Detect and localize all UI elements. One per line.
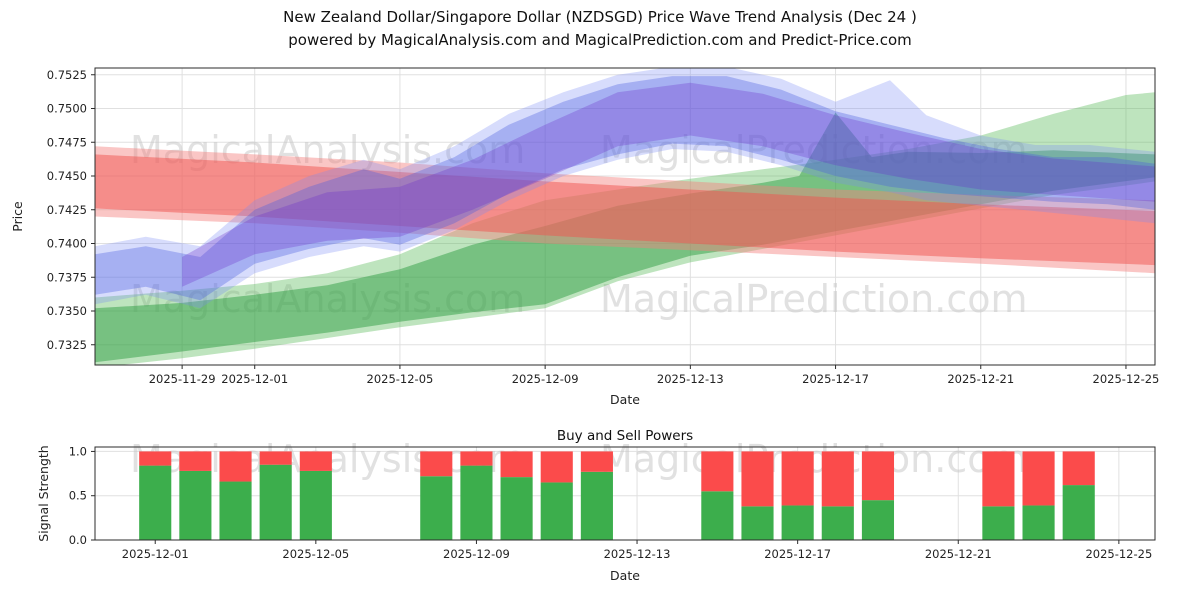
- svg-text:0.7350: 0.7350: [47, 304, 87, 318]
- sell-bar: [701, 451, 734, 492]
- sell-bar: [219, 451, 252, 482]
- sell-bar: [420, 451, 453, 477]
- svg-text:Date: Date: [610, 392, 640, 407]
- svg-text:2025-12-05: 2025-12-05: [367, 372, 434, 386]
- svg-text:0.7475: 0.7475: [47, 135, 87, 149]
- svg-text:0.5: 0.5: [69, 489, 87, 503]
- buy-bar: [139, 465, 172, 540]
- svg-text:2025-12-21: 2025-12-21: [925, 547, 992, 561]
- svg-text:0.7450: 0.7450: [47, 169, 87, 183]
- svg-text:0.7425: 0.7425: [47, 203, 87, 217]
- svg-text:Date: Date: [610, 568, 640, 583]
- svg-text:2025-12-05: 2025-12-05: [282, 547, 349, 561]
- svg-text:0.7400: 0.7400: [47, 237, 87, 251]
- sell-bar: [179, 451, 212, 471]
- svg-text:1.0: 1.0: [69, 444, 87, 458]
- sell-bar: [259, 451, 292, 465]
- sell-bar: [540, 451, 573, 483]
- chart-title: New Zealand Dollar/Singapore Dollar (NZD…: [283, 8, 917, 26]
- svg-text:2025-11-29: 2025-11-29: [149, 372, 216, 386]
- buy-bar: [781, 505, 814, 540]
- svg-text:2025-12-17: 2025-12-17: [802, 372, 869, 386]
- buy-bar: [460, 465, 493, 540]
- sell-bar: [821, 451, 854, 507]
- sell-bar: [460, 451, 493, 466]
- buy-bar: [179, 470, 212, 540]
- svg-text:2025-12-01: 2025-12-01: [221, 372, 288, 386]
- svg-text:0.7375: 0.7375: [47, 270, 87, 284]
- sell-bar: [139, 451, 172, 466]
- sell-bar: [1022, 451, 1055, 506]
- buy-bar: [500, 477, 533, 540]
- svg-text:2025-12-25: 2025-12-25: [1085, 547, 1152, 561]
- svg-text:0.7500: 0.7500: [47, 102, 87, 116]
- sell-bar: [1062, 451, 1095, 486]
- chart-subtitle: powered by MagicalAnalysis.com and Magic…: [288, 31, 912, 49]
- buy-bar: [219, 481, 252, 540]
- buy-bar: [861, 500, 895, 540]
- buy-bar: [741, 506, 774, 540]
- svg-text:Price: Price: [10, 201, 25, 232]
- svg-text:0.7525: 0.7525: [47, 68, 87, 82]
- svg-text:2025-12-01: 2025-12-01: [122, 547, 189, 561]
- buy-bar: [701, 491, 734, 540]
- svg-text:Signal Strength: Signal Strength: [36, 445, 51, 541]
- sell-bar: [580, 451, 613, 472]
- buy-bar: [540, 482, 573, 540]
- svg-text:2025-12-13: 2025-12-13: [657, 372, 724, 386]
- sell-bar: [861, 451, 895, 501]
- sell-bar: [741, 451, 774, 507]
- svg-text:MagicalPrediction.com: MagicalPrediction.com: [600, 277, 1028, 321]
- svg-text:2025-12-21: 2025-12-21: [947, 372, 1014, 386]
- buy-bar: [821, 506, 854, 540]
- buy-bar: [1022, 505, 1055, 540]
- svg-text:MagicalPrediction.com: MagicalPrediction.com: [600, 437, 1028, 481]
- sell-bar: [299, 451, 332, 471]
- svg-text:2025-12-17: 2025-12-17: [764, 547, 831, 561]
- buy-bar: [259, 464, 292, 540]
- svg-text:2025-12-09: 2025-12-09: [443, 547, 510, 561]
- svg-text:2025-12-25: 2025-12-25: [1093, 372, 1160, 386]
- buy-bar: [420, 476, 453, 540]
- svg-text:0.0: 0.0: [69, 533, 87, 547]
- sell-bar: [982, 451, 1015, 507]
- svg-text:Buy and Sell Powers: Buy and Sell Powers: [557, 428, 693, 444]
- buy-bar: [1062, 485, 1095, 540]
- svg-text:2025-12-13: 2025-12-13: [604, 547, 671, 561]
- svg-text:0.7325: 0.7325: [47, 338, 87, 352]
- svg-text:2025-12-09: 2025-12-09: [512, 372, 579, 386]
- sell-bar: [781, 451, 814, 506]
- buy-bar: [580, 471, 613, 540]
- buy-bar: [982, 506, 1015, 540]
- buy-bar: [299, 470, 332, 540]
- sell-bar: [500, 451, 533, 478]
